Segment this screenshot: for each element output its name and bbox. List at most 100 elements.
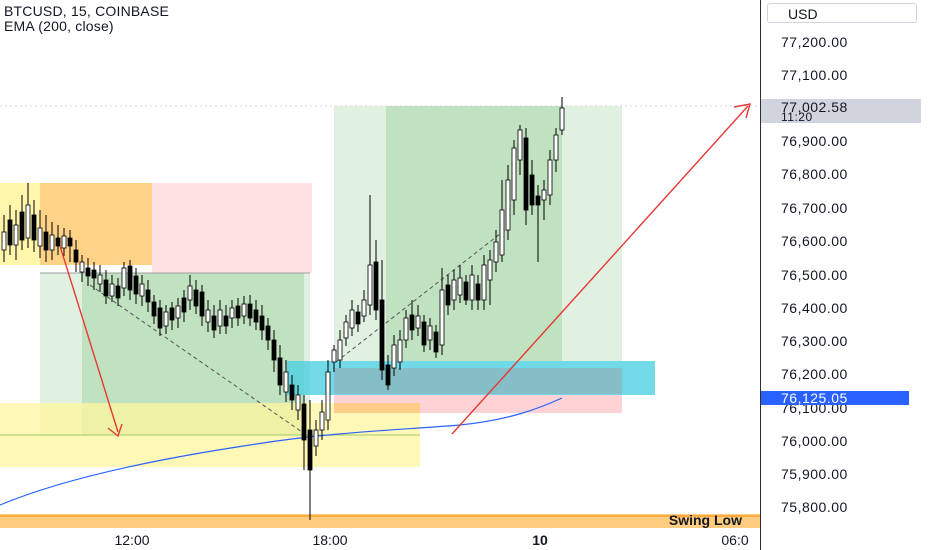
- candle-bull: [187, 285, 193, 301]
- candle-bull: [325, 371, 331, 421]
- price-label: 76,800.00: [781, 166, 848, 182]
- candles: [1, 97, 565, 520]
- candle-bear: [223, 315, 229, 327]
- ema-value-badge: [761, 391, 909, 405]
- candle-bull: [121, 267, 127, 289]
- candle-bull: [553, 134, 559, 161]
- price-label: 76,300.00: [781, 333, 848, 349]
- candle-bear: [247, 303, 253, 319]
- candle-bull: [499, 209, 505, 256]
- candle-bull: [1, 231, 7, 251]
- candle-bear: [7, 219, 13, 246]
- candle-bear: [385, 364, 391, 386]
- price-label: 76,500.00: [781, 267, 848, 283]
- candle-bull: [139, 283, 145, 297]
- candle-bull: [97, 274, 103, 285]
- candle-bear: [169, 307, 175, 321]
- currency-selector[interactable]: USD: [767, 3, 917, 23]
- price-axis[interactable]: USD 77,200.00 77,100.00 77,002.58 11:20 …: [760, 0, 932, 550]
- candle-bull: [439, 289, 445, 346]
- profit-zone-2: [386, 106, 562, 361]
- candle-bull: [403, 317, 409, 341]
- price-label: 76,700.00: [781, 200, 848, 216]
- candle-bull: [481, 264, 487, 301]
- time-label: 12:00: [114, 532, 150, 548]
- chart-pane[interactable]: BTCUSD, 15, COINBASE EMA (200, close) Sw…: [0, 0, 760, 530]
- candle-bull: [175, 305, 181, 319]
- candle-bear: [445, 284, 451, 306]
- candle-bear: [103, 279, 109, 297]
- candle-bull: [283, 371, 289, 393]
- candle-bear: [211, 315, 217, 331]
- candle-bear: [421, 321, 427, 346]
- price-label: 77,100.00: [781, 67, 848, 83]
- price-label: 76,400.00: [781, 300, 848, 316]
- last-price-value: 77,002.58: [781, 99, 848, 115]
- candle-bull: [37, 227, 43, 247]
- price-label: 76,000.00: [781, 433, 848, 449]
- loss-zone-1: [152, 183, 312, 273]
- candle-bear: [409, 314, 415, 331]
- candle-bull: [13, 224, 19, 246]
- candle-bear: [271, 339, 277, 361]
- candle-bull: [337, 339, 343, 361]
- price-label: 76,900.00: [781, 133, 848, 149]
- candle-bear: [157, 307, 163, 329]
- candle-bull: [559, 107, 565, 131]
- last-price-badge: [761, 99, 921, 123]
- arrow-down-line: [59, 245, 119, 433]
- candle-bear: [475, 283, 481, 301]
- bar-countdown: 11:20: [781, 110, 813, 124]
- swing-low-band: [0, 514, 760, 528]
- candle-bull: [79, 261, 85, 273]
- candle-bull: [361, 299, 367, 317]
- ema-value: 76,125.05: [781, 390, 848, 406]
- candle-bear: [19, 211, 25, 241]
- candle-bear: [67, 237, 73, 247]
- swing-low-label: Swing Low: [668, 512, 742, 528]
- arrow-down-head: [107, 423, 123, 438]
- candle-bear: [373, 261, 379, 311]
- candle-bear: [307, 429, 313, 471]
- candle-bull: [469, 274, 475, 301]
- candle-bear: [529, 174, 535, 206]
- candle-bear: [355, 311, 361, 325]
- candle-bull: [547, 159, 553, 196]
- candle-bear: [43, 231, 49, 251]
- fvg-zone-inner: [334, 368, 622, 394]
- candle-bear: [151, 301, 157, 317]
- candle-bull: [229, 307, 235, 319]
- time-label: 18:00: [312, 532, 348, 548]
- candle-bear: [145, 289, 151, 303]
- candle-bull: [163, 311, 169, 327]
- price-label: 75,800.00: [781, 499, 848, 515]
- symbol-title[interactable]: BTCUSD, 15, COINBASE: [4, 3, 170, 19]
- arrow-up-head: [733, 103, 751, 119]
- candle-bear: [85, 267, 91, 277]
- candle-bull: [541, 189, 547, 201]
- indicator-label[interactable]: EMA (200, close): [4, 18, 114, 34]
- candle-bear: [55, 237, 61, 247]
- candle-bear: [379, 299, 385, 371]
- candle-bear: [127, 265, 133, 291]
- candle-bear: [523, 137, 529, 211]
- candle-bear: [193, 289, 199, 307]
- candle-bear: [301, 403, 307, 441]
- candle-bear: [535, 195, 541, 206]
- candle-bull: [331, 349, 337, 363]
- price-label: 75,900.00: [781, 466, 848, 482]
- candle-bull: [343, 321, 349, 339]
- candle-bull: [397, 339, 403, 363]
- candle-bull: [241, 303, 247, 317]
- chart-canvas[interactable]: [0, 0, 760, 530]
- candle-bear: [181, 297, 187, 313]
- trend-dashed-2: [335, 229, 506, 363]
- candle-bull: [457, 277, 463, 296]
- candle-bear: [259, 315, 265, 331]
- candle-bull: [427, 325, 433, 341]
- candle-bear: [199, 291, 205, 317]
- candle-bull: [217, 309, 223, 327]
- time-axis[interactable]: 12:00 18:00 10 06:0: [0, 530, 760, 550]
- candle-bull: [517, 129, 523, 161]
- candle-bull: [205, 309, 211, 323]
